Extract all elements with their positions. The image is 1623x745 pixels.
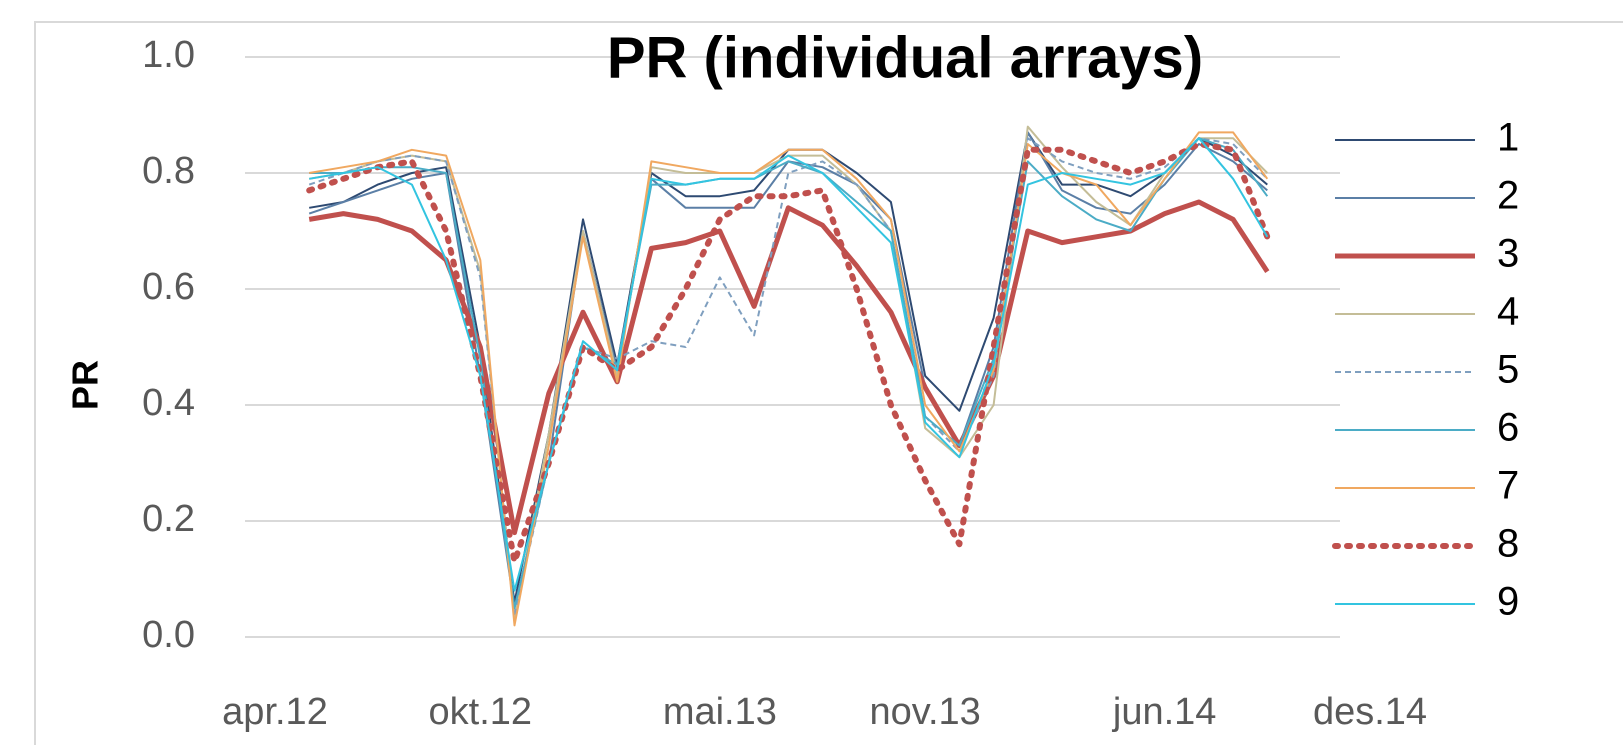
y-tick-label: 0.4 <box>142 382 195 424</box>
legend-label: 8 <box>1497 522 1519 566</box>
y-tick-label: 0.0 <box>142 614 195 656</box>
x-tick-label: nov.13 <box>870 691 981 733</box>
legend-label: 1 <box>1497 116 1519 160</box>
legend-label: 6 <box>1497 406 1519 450</box>
chart-frame <box>34 21 1623 745</box>
y-tick-label: 1.0 <box>142 34 195 76</box>
x-tick-label: okt.12 <box>429 691 533 733</box>
series-line <box>309 137 1269 592</box>
series-line <box>306 141 1271 565</box>
y-tick-label: 0.6 <box>142 266 195 308</box>
legend-label: 3 <box>1497 232 1519 276</box>
y-axis-label: PR <box>65 360 106 410</box>
series-line <box>308 137 1269 615</box>
legend-label: 7 <box>1497 464 1519 508</box>
chart-title: PR (individual arrays) <box>607 25 1203 90</box>
x-tick-label: apr.12 <box>222 691 328 733</box>
y-tick-label: 0.2 <box>142 498 195 540</box>
series-line <box>309 131 1269 627</box>
legend-label: 9 <box>1497 580 1519 624</box>
y-tick-label: 0.8 <box>142 150 195 192</box>
x-tick-label: des.14 <box>1313 691 1427 733</box>
legend-label: 2 <box>1497 174 1519 218</box>
series-line <box>309 137 1269 609</box>
x-tick-label: mai.13 <box>663 691 777 733</box>
legend-label: 4 <box>1497 290 1519 334</box>
legend-label: 5 <box>1497 348 1519 392</box>
x-tick-label: jun.14 <box>1112 691 1217 733</box>
